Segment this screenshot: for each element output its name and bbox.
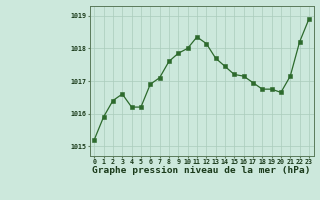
X-axis label: Graphe pression niveau de la mer (hPa): Graphe pression niveau de la mer (hPa) — [92, 166, 311, 175]
